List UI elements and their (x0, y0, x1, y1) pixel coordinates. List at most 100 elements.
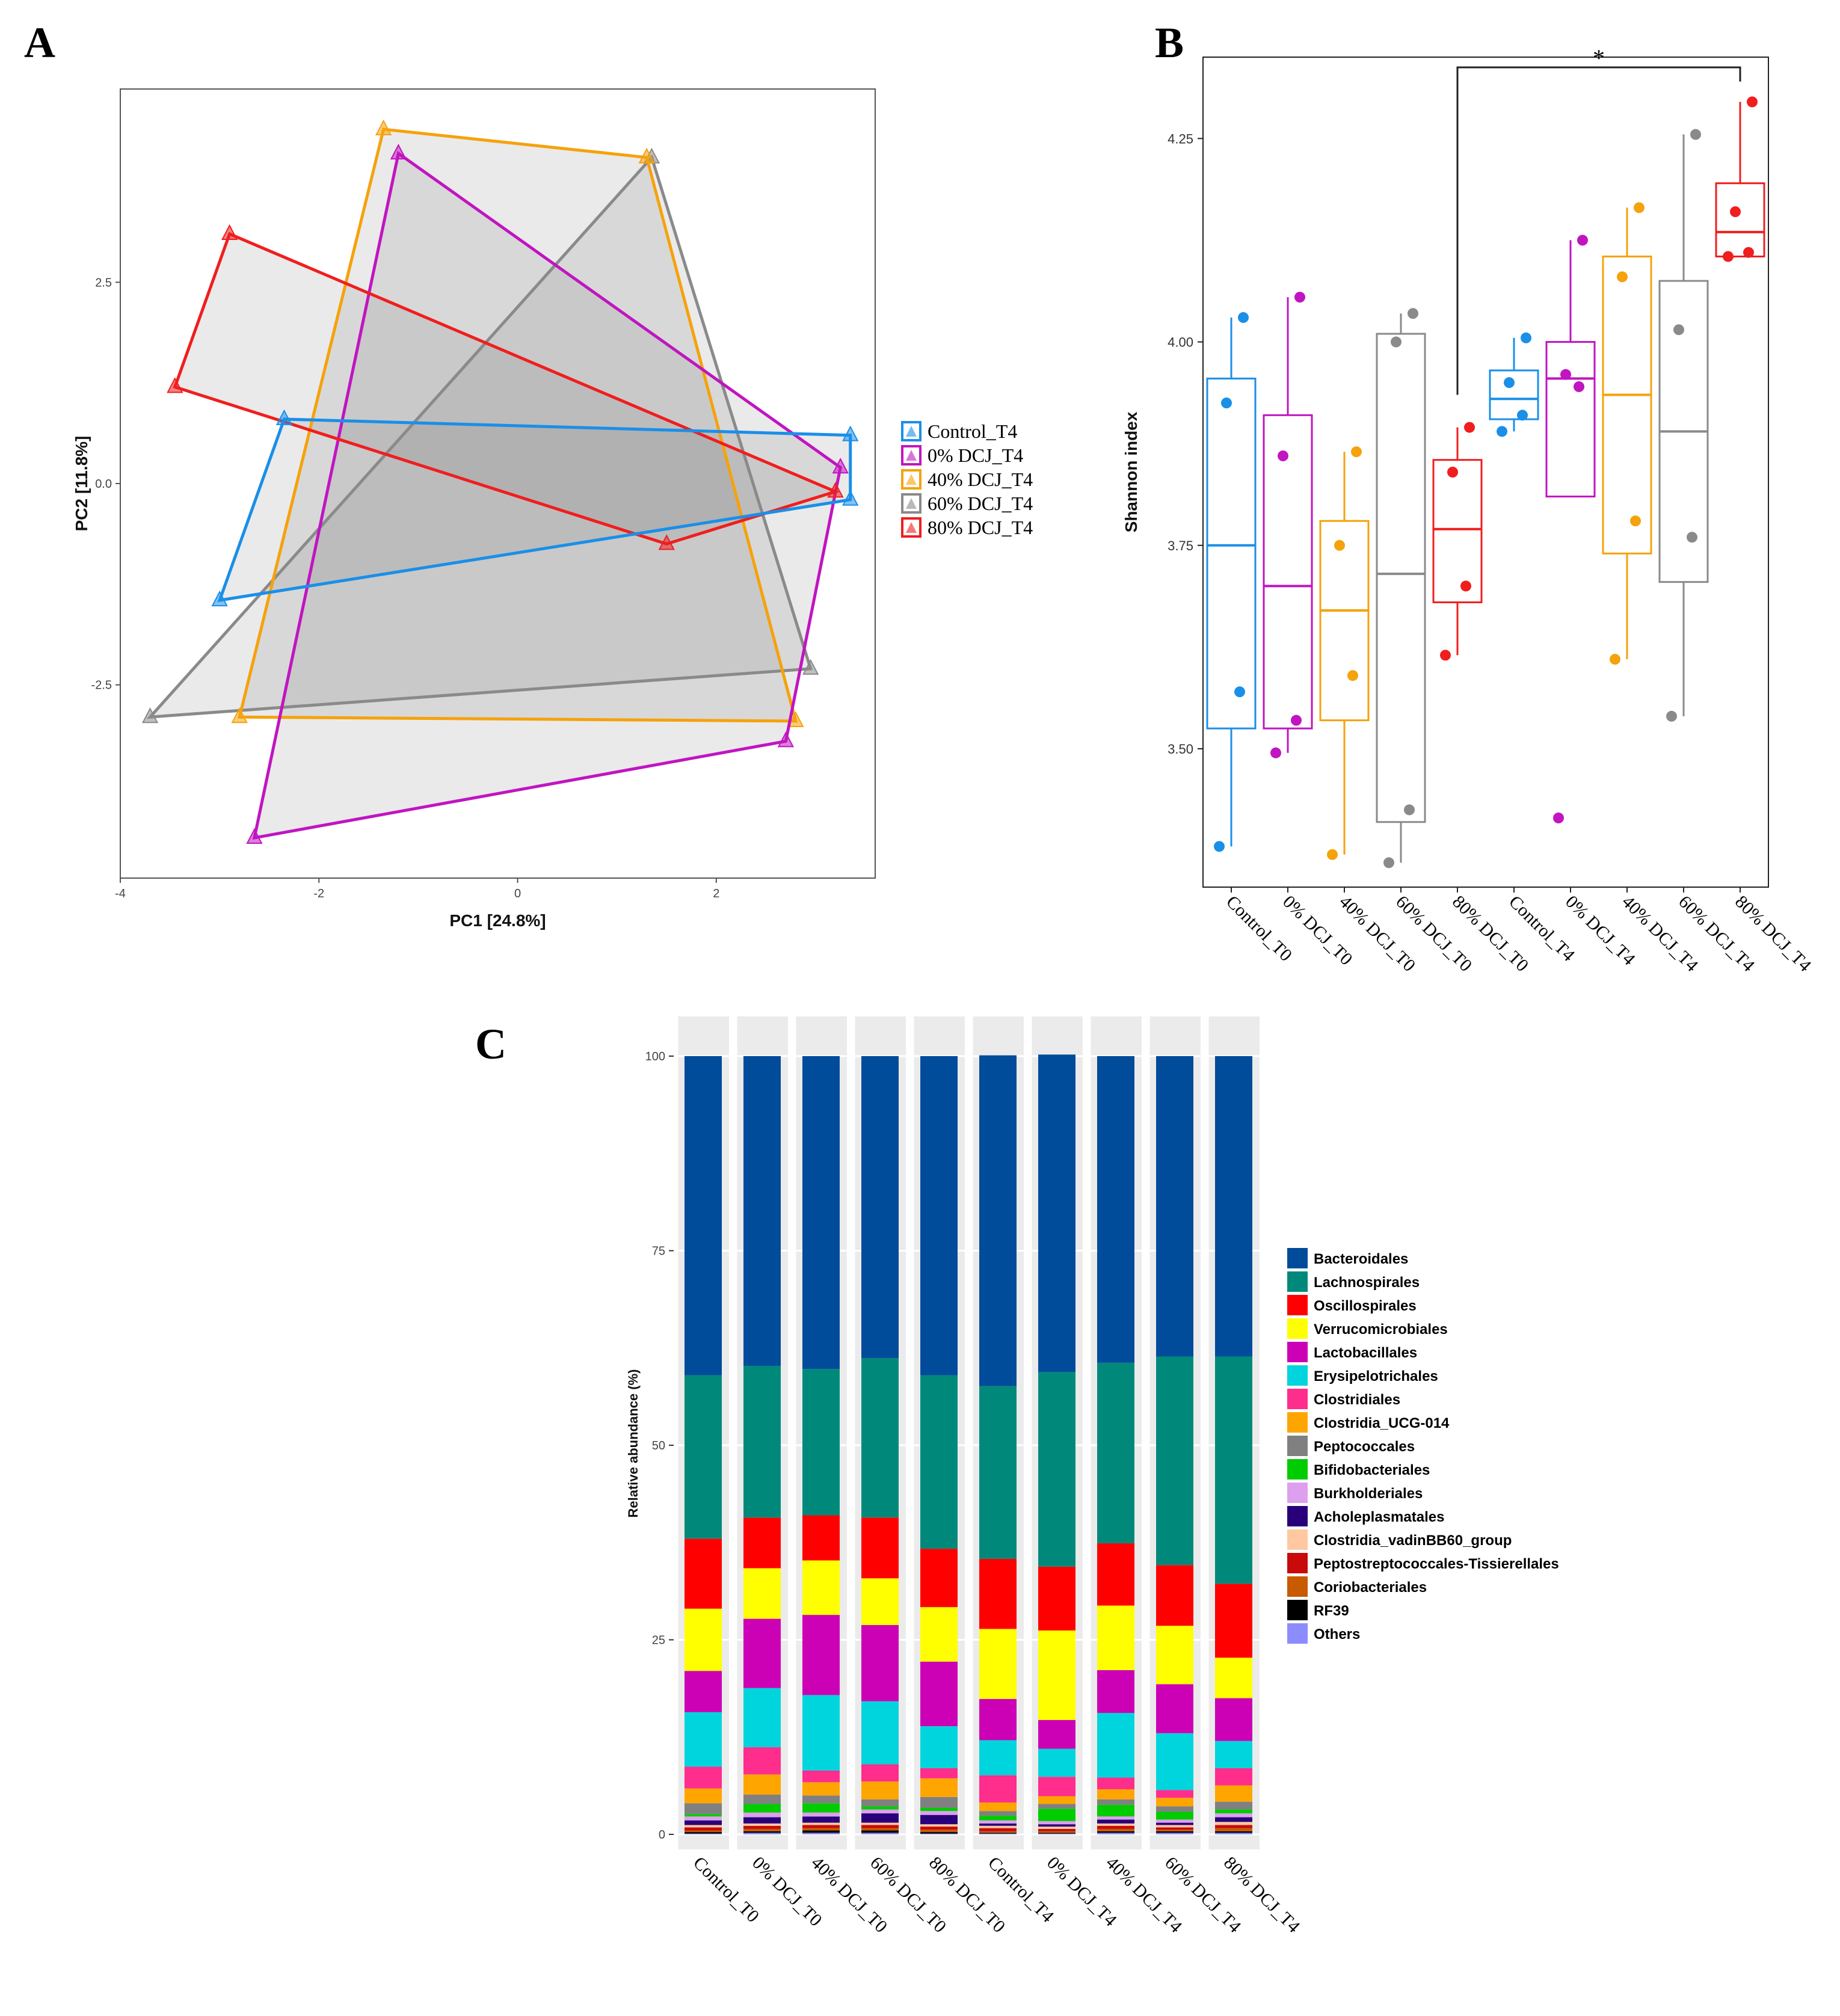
point-60pct-dcj-t0-1 (1383, 857, 1394, 868)
box-60pct-dcj-t0 (1376, 333, 1426, 823)
bar-segment-verrucomicrobiales-80pct-dcj-t4 (1215, 1658, 1252, 1698)
point-0pct-dcj-t0-4 (1294, 292, 1305, 303)
bar-segment-verrucomicrobiales-control-t4 (979, 1629, 1017, 1699)
y-tick-label: 75 (652, 1245, 665, 1258)
point-0pct-dcj-t4-1 (390, 143, 407, 160)
bar-segment-lachnospirales-40pct-dcj-t0 (802, 1369, 840, 1516)
bar-segment-oscillospirales-0pct-dcj-t0 (743, 1517, 781, 1569)
bar-segment-peptostreptococcales-tissierellales-80pct-dcj-t0 (920, 1827, 958, 1830)
significance-marker: * (1593, 45, 1605, 72)
bar-segment-clostridia-vadinbb60-group-40pct-dcj-t4 (1097, 1823, 1134, 1826)
legend-symbol-60pct-dcj-t4 (906, 498, 917, 509)
legend-label-40pct-dcj-t4: 40% DCJ_T4 (928, 469, 1033, 490)
bar-segment-verrucomicrobiales-0pct-dcj-t0 (743, 1568, 781, 1619)
point-0pct-dcj-t4-4 (1577, 235, 1588, 246)
legend-key-erysipelotrichales (1287, 1365, 1308, 1386)
legend-label-0pct-dcj-t4: 0% DCJ_T4 (928, 444, 1023, 466)
bar-segment-erysipelotrichales-60pct-dcj-t0 (861, 1701, 899, 1765)
bar-segment-peptostreptococcales-tissierellales-60pct-dcj-t4 (1156, 1827, 1193, 1830)
point-80pct-dcj-t4-4 (1747, 96, 1758, 108)
bar-segment-clostridia-ucg-014-60pct-dcj-t0 (861, 1781, 899, 1799)
bar-segment-bacteroidales-40pct-dcj-t4 (1097, 1056, 1134, 1363)
bar-segment-clostridia-vadinbb60-group-control-t0 (685, 1825, 722, 1828)
legend-key-coriobacteriales (1287, 1576, 1308, 1597)
bar-segment-erysipelotrichales-0pct-dcj-t4 (1038, 1748, 1075, 1777)
bar-segment-burkholderiales-0pct-dcj-t4 (1038, 1821, 1075, 1825)
bar-segment-clostridiales-0pct-dcj-t0 (743, 1747, 781, 1775)
point-control-t4-2 (842, 425, 859, 441)
y-axis-title: Shannon index (1122, 411, 1140, 532)
point-60pct-dcj-t4-2 (1687, 532, 1697, 543)
legend-key-clostridia-vadinbb60-group (1287, 1529, 1308, 1550)
bar-segment-bifidobacteriales-80pct-dcj-t0 (920, 1808, 958, 1812)
bar-segment-erysipelotrichales-40pct-dcj-t0 (802, 1695, 840, 1771)
legend-label-verrucomicrobiales: Verrucomicrobiales (1314, 1321, 1448, 1338)
legend-symbol-40pct-dcj-t4 (906, 474, 917, 485)
legend-label-rf39: RF39 (1314, 1603, 1349, 1619)
point-60pct-dcj-t4-4 (1690, 129, 1701, 140)
bar-segment-clostridia-vadinbb60-group-60pct-dcj-t0 (861, 1822, 899, 1825)
point-80pct-dcj-t0-2 (1460, 580, 1471, 592)
bar-segment-lachnospirales-80pct-dcj-t4 (1215, 1356, 1252, 1584)
point-40pct-dcj-t0-3 (1334, 539, 1345, 551)
point-0pct-dcj-t4-1 (1553, 813, 1564, 823)
point-80pct-dcj-t4-1 (1723, 251, 1734, 262)
point-control-t4-4 (211, 590, 228, 607)
legend-key-0pct-dcj-t4 (901, 445, 922, 466)
bar-segment-clostridia-ucg-014-control-t0 (685, 1788, 722, 1804)
bar-segment-bifidobacteriales-60pct-dcj-t0 (861, 1806, 899, 1810)
bar-segment-lachnospirales-0pct-dcj-t0 (743, 1366, 781, 1518)
point-control-t4-2 (1517, 410, 1528, 421)
bar-segment-burkholderiales-control-t4 (979, 1820, 1017, 1824)
panel-c-label: C (475, 1020, 506, 1068)
bar-segment-acholeplasmatales-control-t0 (685, 1820, 722, 1825)
hull-fill-0pct-dcj-t4 (254, 153, 841, 838)
bar-segment-peptostreptococcales-tissierellales-control-t4 (979, 1828, 1017, 1831)
bar-segment-bifidobacteriales-40pct-dcj-t0 (802, 1803, 840, 1813)
bar-segment-lachnospirales-40pct-dcj-t4 (1097, 1362, 1134, 1544)
y-tick-label: 3.75 (1168, 538, 1193, 553)
bar-segment-clostridia-vadinbb60-group-0pct-dcj-t0 (743, 1823, 781, 1826)
point-40pct-dcj-t0-4 (1351, 446, 1362, 458)
y-tick-label: 50 (652, 1439, 665, 1452)
bar-segment-clostridia-ucg-014-60pct-dcj-t4 (1156, 1798, 1193, 1807)
bar-segment-acholeplasmatales-80pct-dcj-t4 (1215, 1817, 1252, 1822)
y-axis-title: PC2 [11.8%] (72, 436, 91, 532)
bar-segment-clostridiales-80pct-dcj-t4 (1215, 1768, 1252, 1786)
bar-segment-clostridiales-60pct-dcj-t0 (861, 1764, 899, 1782)
bar-segment-bacteroidales-40pct-dcj-t0 (802, 1056, 840, 1369)
bar-segment-burkholderiales-60pct-dcj-t0 (861, 1809, 899, 1814)
bar-segment-rf39-40pct-dcj-t4 (1097, 1831, 1134, 1833)
bar-segment-peptococcales-0pct-dcj-t0 (743, 1795, 781, 1804)
hull-outline-60pct-dcj-t4 (146, 154, 813, 719)
legend-key-peptostreptococcales-tissierellales (1287, 1553, 1308, 1573)
bar-segment-bifidobacteriales-80pct-dcj-t4 (1215, 1809, 1252, 1814)
bar-segment-erysipelotrichales-80pct-dcj-t4 (1215, 1741, 1252, 1769)
bar-segment-bacteroidales-control-t0 (685, 1056, 722, 1375)
bar-segment-burkholderiales-40pct-dcj-t4 (1097, 1816, 1134, 1820)
bar-segment-bifidobacteriales-control-t4 (979, 1815, 1017, 1821)
legend-key-control-t4 (901, 421, 922, 441)
bar-segment-burkholderiales-0pct-dcj-t0 (743, 1812, 781, 1818)
x-tick-label: 0 (514, 887, 521, 900)
point-40pct-dcj-t4-4 (231, 707, 248, 724)
legend-key-acholeplasmatales (1287, 1506, 1308, 1526)
bar-segment-lactobacillales-0pct-dcj-t4 (1038, 1719, 1075, 1749)
bar-segment-clostridiales-40pct-dcj-t4 (1097, 1777, 1134, 1789)
box-40pct-dcj-t4 (1602, 255, 1652, 555)
point-80pct-dcj-t4-1 (221, 224, 238, 240)
bar-segment-lactobacillales-40pct-dcj-t0 (802, 1615, 840, 1695)
bar-segment-coriobacteriales-60pct-dcj-t0 (861, 1828, 899, 1831)
point-0pct-dcj-t4-2 (832, 458, 849, 474)
point-control-t0-1 (1214, 841, 1225, 852)
bar-segment-peptococcales-60pct-dcj-t0 (861, 1799, 899, 1807)
legend-label-burkholderiales: Burkholderiales (1314, 1486, 1423, 1502)
bar-segment-verrucomicrobiales-40pct-dcj-t4 (1097, 1605, 1134, 1670)
legend-label-clostridiales: Clostridiales (1314, 1392, 1400, 1408)
point-0pct-dcj-t4-3 (1560, 369, 1571, 380)
bar-segment-clostridia-ucg-014-40pct-dcj-t0 (802, 1782, 840, 1796)
bar-segment-verrucomicrobiales-control-t0 (685, 1608, 722, 1671)
box-80pct-dcj-t0 (1432, 459, 1483, 603)
bar-segment-clostridia-ucg-014-80pct-dcj-t0 (920, 1778, 958, 1797)
x-tick-label: 2 (713, 887, 719, 900)
